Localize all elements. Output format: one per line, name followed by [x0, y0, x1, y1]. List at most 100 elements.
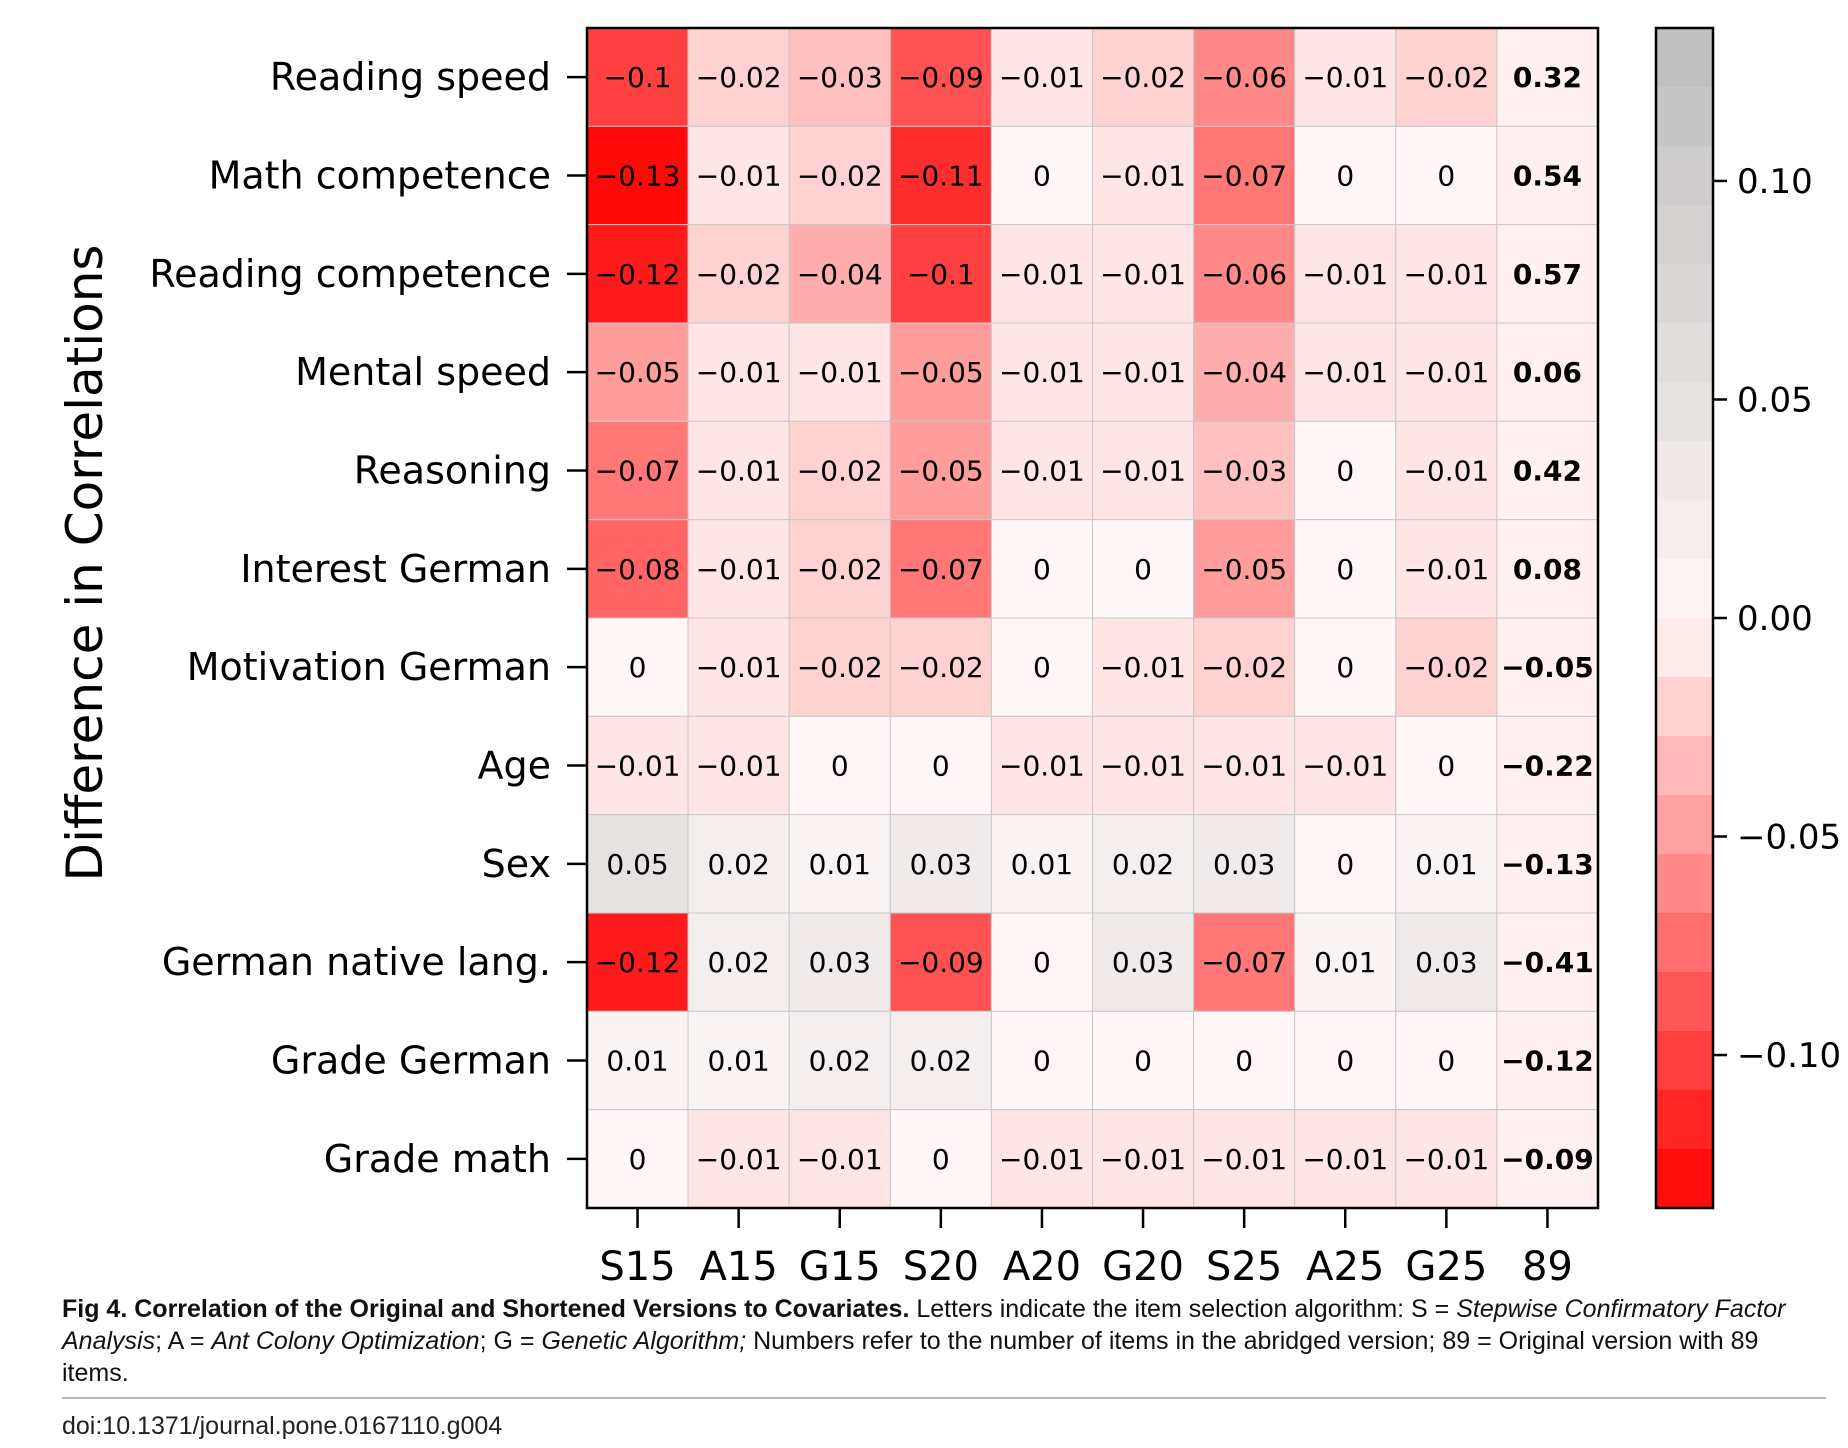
heatmap-cell — [1294, 125, 1397, 226]
figure-caption: Fig 4. Correlation of the Original and S… — [62, 1293, 1822, 1389]
colorbar-step — [1656, 913, 1713, 973]
cell-value-label: −0.01 — [696, 750, 782, 783]
cell-value-label: 0 — [1134, 553, 1152, 586]
caption-text-1: Letters indicate the item selection algo… — [909, 1295, 1457, 1323]
cell-value-label: −0.02 — [696, 258, 782, 291]
row-label: Math competence — [209, 154, 551, 198]
cell-value-label: −0.01 — [797, 1143, 883, 1176]
cell-value-label: −0.01 — [696, 160, 782, 193]
cell-value-label: −0.02 — [797, 455, 883, 488]
heatmap-cell — [1193, 519, 1296, 619]
cell-value-label: −0.41 — [1501, 946, 1594, 979]
row-axis: Reading speed Math competence Reading comp… — [149, 55, 587, 1181]
cell-value-label: −0.01 — [1403, 356, 1489, 389]
heatmap-cell — [1496, 27, 1599, 127]
cell-value-label: −0.01 — [1201, 1143, 1287, 1176]
heatmap-cell — [586, 224, 689, 324]
heatmap-cell — [1193, 715, 1296, 816]
heatmap-cell — [1496, 322, 1599, 422]
colorbar-step — [1656, 87, 1713, 147]
heatmap-cell — [1496, 912, 1599, 1012]
cell-value-label: 0 — [932, 750, 950, 783]
heatmap-cell — [1092, 420, 1195, 521]
cell-value-label: −0.01 — [1302, 61, 1388, 94]
cell-value-label: −0.06 — [1201, 61, 1287, 94]
heatmap-cell — [990, 27, 1094, 127]
column-label: A15 — [700, 1244, 778, 1290]
heatmap-cell — [1395, 617, 1498, 717]
cell-value-label: −0.01 — [696, 651, 782, 684]
cell-value-label: −0.01 — [999, 356, 1085, 389]
heatmap-cell — [687, 125, 790, 226]
cell-value-label: 0.06 — [1513, 356, 1582, 389]
heatmap-cell — [1294, 617, 1397, 717]
cell-value-label: −0.11 — [898, 160, 984, 193]
heatmap-cell — [1092, 814, 1195, 914]
heatmap-cell — [990, 1109, 1094, 1209]
cell-value-label: −0.12 — [1501, 1045, 1594, 1078]
row-label: Age — [478, 744, 552, 788]
heatmap-cell — [687, 814, 790, 914]
heatmap-cell — [889, 27, 992, 127]
heatmap-cell — [586, 1109, 689, 1209]
colorbar-step — [1656, 1031, 1713, 1091]
colorbar-axis: 0.10 0.05 0.00 −0.05 −0.10 — [1713, 162, 1841, 1076]
cell-value-label: 0 — [1336, 455, 1354, 488]
heatmap-cell — [1395, 715, 1498, 816]
caption-title: Correlation of the Original and Shortene… — [134, 1295, 910, 1323]
row-label: Interest German — [240, 547, 551, 591]
heatmap-cell — [687, 912, 790, 1012]
cell-value-label: −0.01 — [696, 1143, 782, 1176]
cell-value-label: −0.13 — [1501, 848, 1594, 881]
heatmap-cell — [586, 519, 689, 619]
heatmap-cell — [1294, 224, 1397, 324]
heatmap-cell — [990, 125, 1094, 226]
cell-value-label: −0.01 — [1100, 258, 1186, 291]
heatmap-cell — [687, 1109, 790, 1209]
colorbar-step — [1656, 146, 1713, 206]
cell-value-label: 0 — [1336, 651, 1354, 684]
heatmap-cell — [1193, 617, 1296, 717]
heatmap-cell — [1193, 1010, 1296, 1111]
cell-value-label: 0.02 — [707, 946, 769, 979]
heatmap-cell — [1395, 420, 1498, 521]
heatmap-cell — [1395, 322, 1498, 422]
cell-value-label: −0.05 — [595, 356, 681, 389]
colorbar-step — [1656, 736, 1713, 796]
colorbar-step — [1656, 382, 1713, 442]
cell-value-label: −0.13 — [595, 160, 681, 193]
cell-value-label: 0 — [1437, 1045, 1455, 1078]
cell-value-label: −0.01 — [999, 455, 1085, 488]
heatmap-cell — [1395, 519, 1498, 619]
heatmap-cell — [1496, 420, 1599, 521]
cell-value-label: −0.02 — [1100, 61, 1186, 94]
cell-value-label: 0.01 — [1415, 848, 1477, 881]
heatmap-cell — [788, 519, 891, 619]
caption-g-name: Genetic Algorithm; — [541, 1327, 747, 1355]
cell-value-label: −0.12 — [595, 946, 681, 979]
cell-value-label: 0 — [1437, 160, 1455, 193]
heatmap-cell — [788, 715, 891, 816]
cell-value-label: −0.01 — [1302, 356, 1388, 389]
heatmap-frame — [585, 26, 1600, 1210]
caption-s-name: Stepwise Confirmatory Factor Analysis — [62, 1295, 1786, 1355]
cell-value-label: 0 — [1033, 651, 1051, 684]
cell-value-label: −0.01 — [797, 356, 883, 389]
column-axis: S15 A15 G15 S20 A20 G20 S25 A25 G25 89 — [599, 1208, 1573, 1290]
heatmap-cell — [1092, 322, 1195, 422]
cell-value-label: −0.01 — [1100, 356, 1186, 389]
heatmap-cell — [1092, 1010, 1195, 1111]
caption-divider — [62, 1397, 1826, 1399]
column-label: 89 — [1522, 1244, 1573, 1290]
heatmap-cell — [990, 715, 1094, 816]
heatmap-cell — [788, 125, 891, 226]
heatmap-cell — [687, 224, 790, 324]
heatmap-cell — [1294, 27, 1397, 127]
cell-value-label: −0.01 — [1100, 651, 1186, 684]
cell-value-label: −0.05 — [898, 455, 984, 488]
row-label: Motivation German — [187, 645, 551, 689]
cell-value-label: −0.04 — [797, 258, 883, 291]
heatmap-cell — [1496, 1109, 1599, 1209]
heatmap-cell — [1193, 224, 1296, 324]
cell-value-label: 0 — [1336, 160, 1354, 193]
